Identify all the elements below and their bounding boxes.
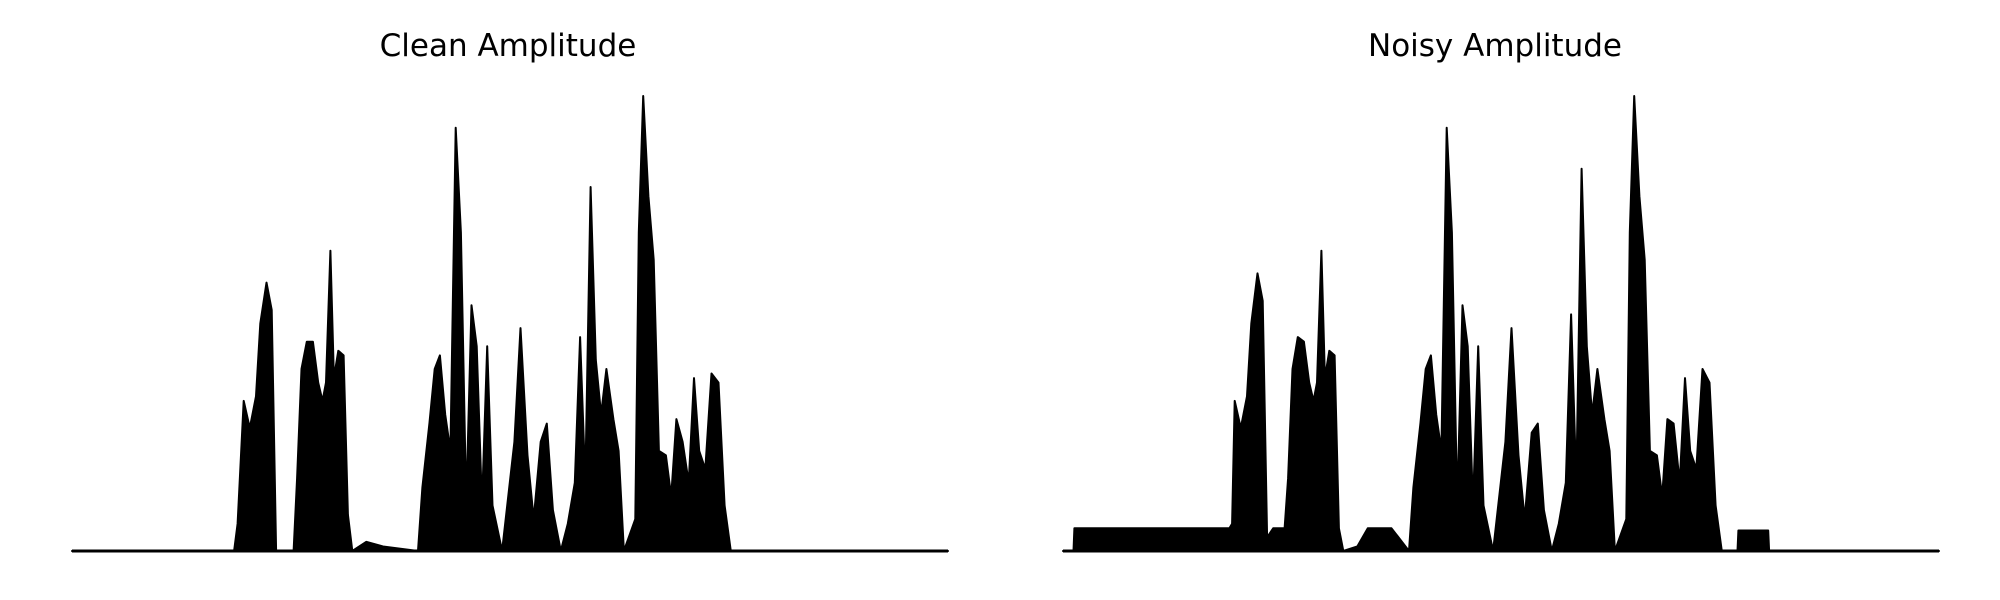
noisy-amplitude-panel <box>1062 95 1940 553</box>
noisy-amplitude-waveform <box>1062 95 1940 552</box>
clean-amplitude-waveform <box>71 95 949 552</box>
clean-amplitude-title: Clean Amplitude <box>379 28 637 64</box>
clean-amplitude-panel <box>71 95 949 553</box>
noisy-amplitude-title: Noisy Amplitude <box>1368 28 1622 64</box>
